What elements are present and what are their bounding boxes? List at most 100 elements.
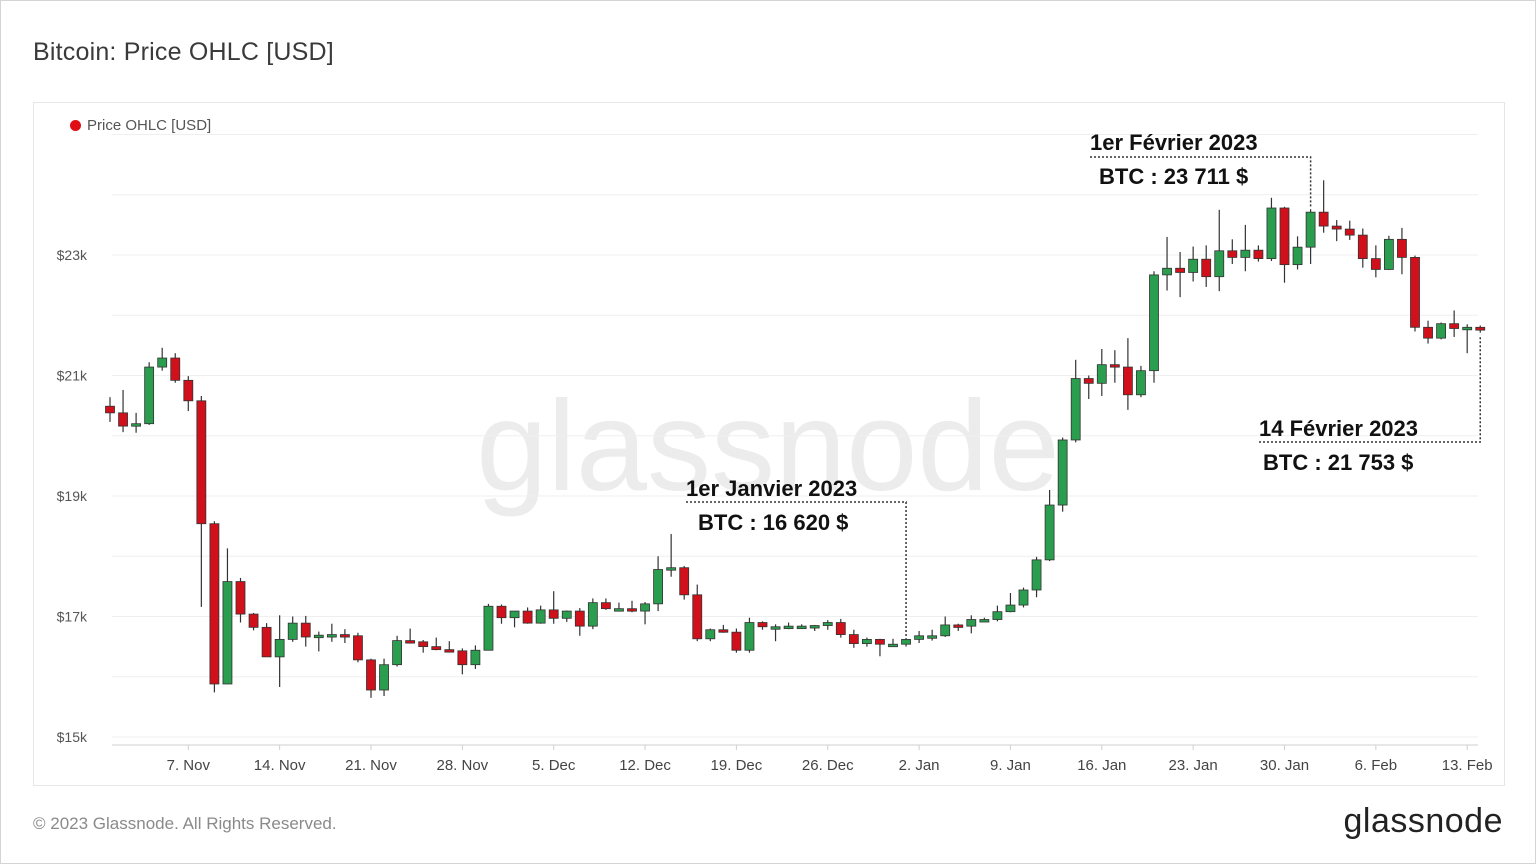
candle-body-up xyxy=(1162,267,1172,276)
annotation-feb1-connector xyxy=(1090,156,1312,209)
candle-body-up xyxy=(1005,604,1016,613)
candle-body-down xyxy=(1475,326,1486,331)
candle-body-up xyxy=(274,638,285,658)
candle-body-down xyxy=(431,646,442,651)
candle-body-up xyxy=(313,634,324,639)
candle-body-up xyxy=(705,629,716,640)
y-tick-label: $17k xyxy=(57,609,88,625)
candle-body-up xyxy=(744,622,755,651)
x-tick-label: 2. Jan xyxy=(899,757,940,774)
candle-body-down xyxy=(1397,238,1407,258)
candle-body-down xyxy=(718,629,729,633)
watermark: glassnode xyxy=(476,375,1060,518)
legend-dot-icon xyxy=(70,120,81,131)
x-tick-label: 12. Dec xyxy=(619,757,671,774)
candle-body-down xyxy=(1175,267,1185,273)
candle-body-down xyxy=(848,634,859,645)
candle-body-up xyxy=(483,605,494,651)
candle-body-up xyxy=(1305,211,1316,248)
candle-body-down xyxy=(457,650,468,666)
candle-body-up xyxy=(614,608,624,612)
candle-body-down xyxy=(522,610,533,624)
y-tick-label: $21k xyxy=(57,368,88,384)
candle-body-up xyxy=(144,366,155,425)
y-tick-label: $23k xyxy=(57,247,88,263)
candle-body-down xyxy=(574,610,585,627)
candle-body-up xyxy=(914,635,924,640)
y-tick-label: $15k xyxy=(57,729,88,745)
candle-body-down xyxy=(444,649,455,653)
candle-body-down xyxy=(209,523,220,685)
candle-body-up xyxy=(1044,504,1055,561)
candle-body-down xyxy=(1253,249,1264,260)
candle-body-down xyxy=(1344,228,1355,236)
candle-body-up xyxy=(862,638,872,645)
candle-body-down xyxy=(1201,258,1212,278)
annotation-jan1-connector xyxy=(686,501,907,639)
candle-body-up xyxy=(1266,207,1277,260)
annotation-jan1-price: BTC : 16 620 $ xyxy=(698,510,849,535)
x-tick-label: 23. Jan xyxy=(1169,757,1218,774)
candle-body-down xyxy=(170,357,181,381)
y-tick-label: $19k xyxy=(57,488,88,504)
candle-body-down xyxy=(1357,234,1368,260)
candle-body-up xyxy=(653,569,663,605)
candle-body-down xyxy=(353,635,363,661)
candle-body-up xyxy=(1149,274,1159,372)
candle-body-up xyxy=(770,626,781,630)
annotation-feb14-connector xyxy=(1259,336,1481,443)
candle-body-up xyxy=(509,610,520,619)
candle-body-down xyxy=(757,622,768,628)
candle-body-down xyxy=(601,602,611,610)
annotation-feb14-date: 14 Février 2023 xyxy=(1259,416,1419,441)
candle-body-up xyxy=(640,603,650,612)
candle-body-up xyxy=(1031,559,1042,591)
candle-body-up xyxy=(587,602,598,627)
candle-body-up xyxy=(1018,589,1029,606)
annotation-jan1-date: 1er Janvier 2023 xyxy=(686,476,858,501)
candle-body-down xyxy=(1123,366,1133,396)
candle-body-up xyxy=(222,581,233,685)
candle-body-up xyxy=(1240,249,1251,258)
candle-body-up xyxy=(287,622,298,640)
candle-body-down xyxy=(339,634,350,638)
candle-body-down xyxy=(196,400,207,525)
footer-logo[interactable]: glassnode xyxy=(1343,802,1503,840)
candle-body-up xyxy=(927,635,938,639)
candle-body-up xyxy=(561,610,572,619)
candle-body-up xyxy=(1057,439,1068,506)
candle-body-down xyxy=(418,641,429,648)
page-title: Bitcoin: Price OHLC [USD] xyxy=(33,38,334,66)
candle-body-up xyxy=(535,609,546,624)
candle-body-up xyxy=(326,634,337,638)
candle-body-down xyxy=(679,567,690,596)
candle-body-down xyxy=(548,609,559,619)
candle-body-up xyxy=(157,357,168,368)
x-tick-label: 28. Nov xyxy=(436,757,488,774)
candle-body-down xyxy=(1423,326,1433,339)
x-tick-label: 6. Feb xyxy=(1355,757,1398,774)
legend-label: Price OHLC [USD] xyxy=(87,117,212,134)
candle-body-up xyxy=(1292,246,1303,266)
candle-body-up xyxy=(1136,370,1146,396)
candle-body-up xyxy=(666,567,677,571)
candle-body-up xyxy=(940,624,951,637)
candle-body-down xyxy=(118,412,128,427)
legend[interactable]: Price OHLC [USD] xyxy=(70,117,211,134)
candle-body-down xyxy=(1318,211,1329,227)
candle-body-up xyxy=(822,622,833,626)
x-tick-label: 26. Dec xyxy=(802,757,854,774)
x-tick-label: 30. Jan xyxy=(1260,757,1309,774)
candle-body-up xyxy=(392,640,403,666)
candle-body-up xyxy=(470,649,481,666)
annotation-feb1-price: BTC : 23 711 $ xyxy=(1099,164,1249,189)
candle-body-down xyxy=(627,608,637,612)
candle-body-up xyxy=(1384,238,1394,270)
candle-body-up xyxy=(131,423,142,427)
candle-body-up xyxy=(1214,250,1225,278)
candle-body-up xyxy=(1070,378,1081,441)
candle-body-down xyxy=(1410,257,1420,328)
x-tick-label: 9. Jan xyxy=(990,757,1031,774)
candle-body-up xyxy=(1096,364,1107,384)
candle-body-down xyxy=(300,622,311,638)
